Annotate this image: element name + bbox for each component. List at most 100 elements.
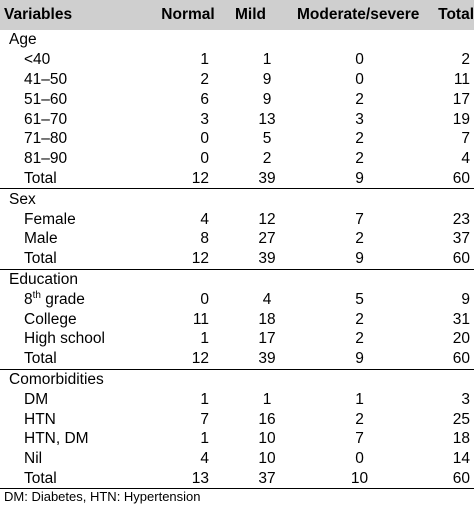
cell-normal: 1 [200,430,209,448]
row-label: Total [0,468,133,490]
table-row: Total 13 37 10 60 [0,468,474,490]
cell-moderate-severe: 2 [355,130,364,148]
table-row: 41–50 2 9 0 11 [0,70,474,90]
table-row: DM 1 1 1 3 [0,389,474,409]
cell-normal: 12 [133,248,221,270]
cell-normal: 6 [200,90,209,108]
row-label: 41–50 [24,70,68,88]
cell-total: 2 [461,51,470,69]
row-label: Female [24,210,76,228]
cell-moderate-severe: 3 [355,110,364,128]
section-title: Sex [9,190,36,208]
row-label: Total [0,248,133,270]
cell-moderate-severe: 2 [355,90,364,108]
table-row: Female 4 12 7 23 [0,209,474,229]
cell-moderate-severe: 2 [355,230,364,248]
row-label: 8th grade [0,289,133,309]
row-label: 81–90 [24,150,68,168]
section-title: Age [9,31,37,49]
cell-moderate-severe: 2 [355,310,364,328]
cell-mild: 2 [262,150,272,168]
row-label: 61–70 [24,110,68,128]
cell-normal: 2 [200,70,209,88]
cell-total: 37 [452,230,470,248]
row-label: Male [24,230,58,248]
cell-total: 18 [452,430,470,448]
section-header-row: Age [0,30,474,50]
row-label: HTN [24,410,56,428]
table-row: 51–60 6 9 2 17 [0,89,474,109]
row-label: Total [0,168,133,190]
row-label: 71–80 [24,130,68,148]
section-header-row: Sex [0,189,474,209]
cell-total: 60 [416,468,474,490]
table-row: HTN, DM 1 10 7 18 [0,429,474,449]
table-row: Total 12 39 9 60 [0,348,474,370]
row-label: College [24,310,77,328]
cell-moderate-severe: 2 [355,330,364,348]
data-table-container: Variables Normal Mild Moderate/severe To… [0,0,474,490]
cell-mild: 18 [258,310,276,328]
cell-total: 3 [461,390,470,408]
cell-normal: 1 [200,51,209,69]
cell-mild: 13 [258,110,276,128]
cell-normal: 7 [200,410,209,428]
header-moderate-severe: Moderate/severe [293,0,419,30]
table-row: HTN 7 16 2 25 [0,409,474,429]
row-label: Total [0,348,133,370]
table-footnote: DM: Diabetes, HTN: Hypertension [4,489,201,504]
row-label: High school [24,330,105,348]
header-normal: Normal [133,0,221,30]
table-row: College 11 18 2 31 [0,309,474,329]
cell-total: 60 [416,348,474,370]
header-mild: Mild [221,0,293,30]
cell-moderate-severe: 2 [355,150,364,168]
cell-normal: 1 [200,330,209,348]
table-row: 71–80 0 5 2 7 [0,129,474,149]
table-row: 8th grade 0 4 5 9 [0,289,474,309]
cell-total: 60 [416,248,474,270]
cell-mild: 39 [221,348,293,370]
row-label: HTN, DM [24,430,89,448]
cell-total: 14 [452,450,470,468]
cell-mild: 1 [262,51,272,69]
table-row: Nil 4 10 0 14 [0,449,474,469]
cell-normal: 12 [133,168,221,190]
cell-normal: 4 [200,210,209,228]
cell-total: 19 [452,110,470,128]
cell-total: 20 [452,330,470,348]
cell-mild: 10 [258,450,276,468]
section-header-row: Education [0,269,474,289]
cell-normal: 1 [200,390,209,408]
cell-moderate-severe: 9 [293,248,416,270]
cell-mild: 27 [258,230,276,248]
cell-moderate-severe: 10 [293,468,416,490]
cell-total: 11 [453,70,470,88]
row-label: Nil [24,450,43,468]
table-row: 81–90 0 2 2 4 [0,149,474,169]
cell-normal: 11 [192,310,209,328]
row-label: 51–60 [24,90,68,108]
cell-total: 25 [452,410,470,428]
data-table: Variables Normal Mild Moderate/severe To… [0,0,474,490]
header-variables: Variables [0,0,133,30]
cell-moderate-severe: 0 [355,51,364,69]
table-row: Male 8 27 2 37 [0,229,474,249]
cell-moderate-severe: 7 [355,210,364,228]
cell-mild: 9 [262,70,272,88]
cell-moderate-severe: 2 [355,410,364,428]
cell-total: 9 [461,290,470,308]
cell-mild: 5 [262,130,272,148]
table-body: Age <40 1 1 0 2 41–50 2 9 0 11 51–60 6 9 2 17 61–70 3 13 3 1… [0,30,474,490]
cell-moderate-severe: 9 [293,348,416,370]
cell-mild: 1 [262,390,272,408]
cell-moderate-severe: 0 [355,70,364,88]
header-total: Total [416,0,474,30]
cell-normal: 12 [133,348,221,370]
cell-moderate-severe: 5 [355,290,364,308]
cell-moderate-severe: 7 [355,430,364,448]
cell-normal: 13 [133,468,221,490]
cell-mild: 9 [262,90,272,108]
cell-total: 31 [452,310,470,328]
cell-normal: 3 [200,110,209,128]
